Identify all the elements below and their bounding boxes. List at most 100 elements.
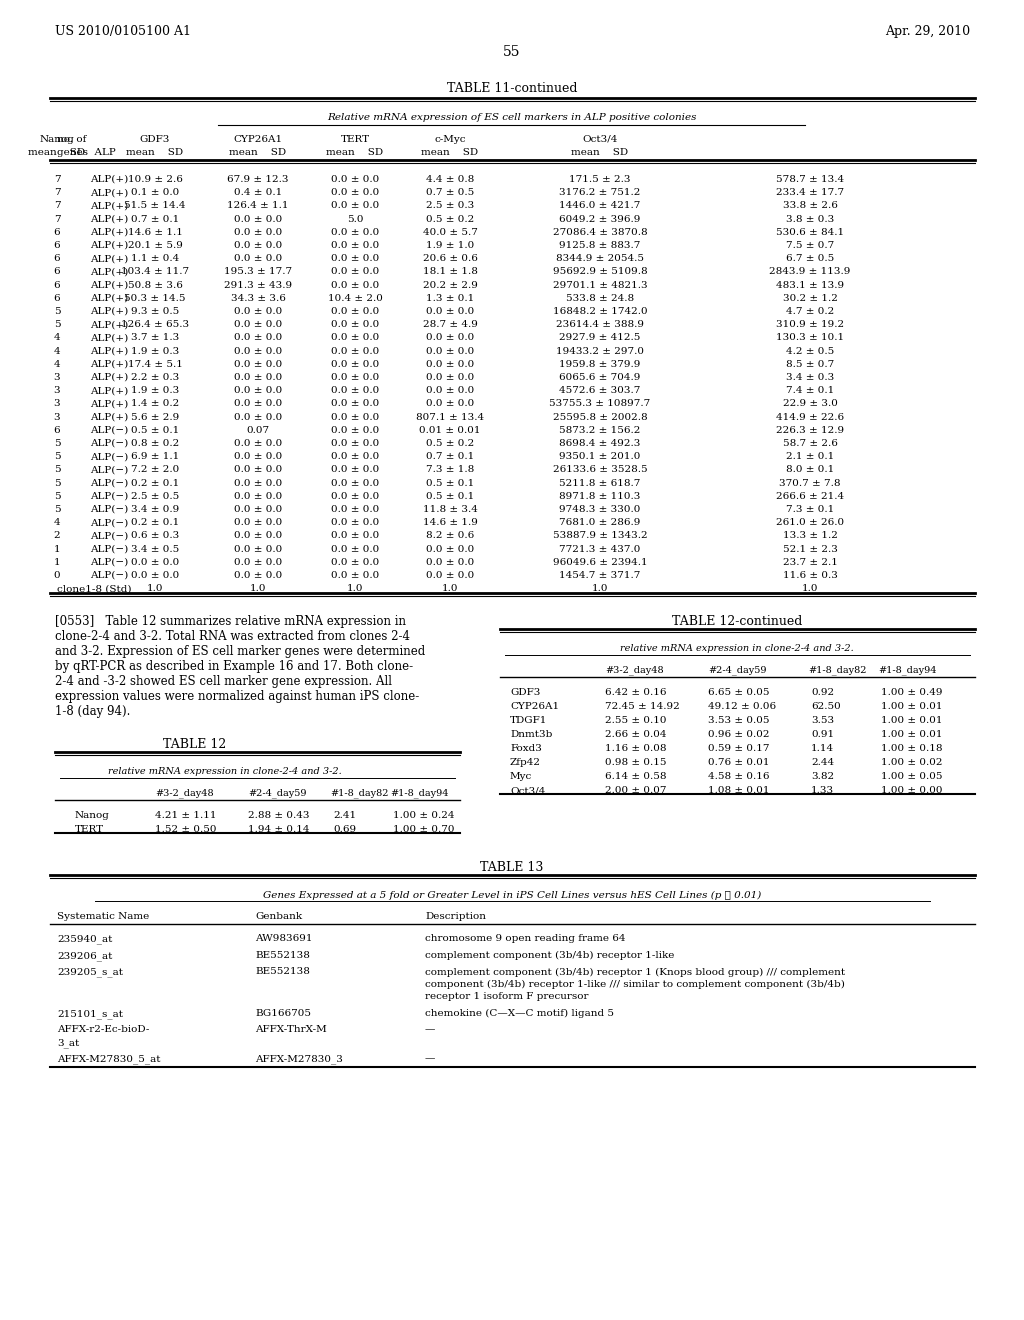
Text: 51.5 ± 14.4: 51.5 ± 14.4 [124, 202, 185, 210]
Text: 0.0 ± 0.0: 0.0 ± 0.0 [331, 413, 379, 421]
Text: 3: 3 [53, 387, 60, 395]
Text: 1.00 ± 0.00: 1.00 ± 0.00 [881, 787, 942, 796]
Text: 13.3 ± 1.2: 13.3 ± 1.2 [782, 532, 838, 540]
Text: ALP(+): ALP(+) [90, 334, 128, 342]
Text: ALP(−): ALP(−) [90, 545, 128, 553]
Text: 0.0 ± 0.0: 0.0 ± 0.0 [331, 545, 379, 553]
Text: 1.52 ± 0.50: 1.52 ± 0.50 [155, 825, 216, 834]
Text: 414.9 ± 22.6: 414.9 ± 22.6 [776, 413, 844, 421]
Text: 0.0 ± 0.0: 0.0 ± 0.0 [331, 347, 379, 355]
Text: AFFX-ThrX-M: AFFX-ThrX-M [255, 1026, 327, 1035]
Text: 0.0 ± 0.0: 0.0 ± 0.0 [426, 572, 474, 579]
Text: ALP(−): ALP(−) [90, 479, 128, 487]
Text: 11.8 ± 3.4: 11.8 ± 3.4 [423, 506, 477, 513]
Text: 6: 6 [53, 281, 60, 289]
Text: 0.0 ± 0.0: 0.0 ± 0.0 [233, 347, 283, 355]
Text: 2.00 ± 0.07: 2.00 ± 0.07 [605, 787, 667, 796]
Text: 807.1 ± 13.4: 807.1 ± 13.4 [416, 413, 484, 421]
Text: 22.9 ± 3.0: 22.9 ± 3.0 [782, 400, 838, 408]
Text: 0.0 ± 0.0: 0.0 ± 0.0 [331, 268, 379, 276]
Text: 1.08 ± 0.01: 1.08 ± 0.01 [708, 787, 769, 796]
Text: ALP(+): ALP(+) [90, 268, 128, 276]
Text: 1.0: 1.0 [441, 585, 459, 593]
Text: Genes Expressed at a 5 fold or Greater Level in iPS Cell Lines versus hES Cell L: Genes Expressed at a 5 fold or Greater L… [263, 891, 761, 899]
Text: 1.00 ± 0.18: 1.00 ± 0.18 [881, 744, 942, 754]
Text: 96049.6 ± 2394.1: 96049.6 ± 2394.1 [553, 558, 647, 566]
Text: 7721.3 ± 437.0: 7721.3 ± 437.0 [559, 545, 641, 553]
Text: 25595.8 ± 2002.8: 25595.8 ± 2002.8 [553, 413, 647, 421]
Text: ALP(+): ALP(+) [90, 321, 128, 329]
Text: Myc: Myc [510, 772, 532, 781]
Text: 3.82: 3.82 [811, 772, 835, 781]
Text: 1.00 ± 0.01: 1.00 ± 0.01 [881, 730, 942, 739]
Text: 0.0 ± 0.0: 0.0 ± 0.0 [331, 440, 379, 447]
Text: AW983691: AW983691 [255, 935, 312, 944]
Text: TDGF1: TDGF1 [510, 717, 548, 726]
Text: ALP(+): ALP(+) [90, 400, 128, 408]
Text: ALP(+): ALP(+) [90, 189, 128, 197]
Text: 0.2 ± 0.1: 0.2 ± 0.1 [131, 479, 179, 487]
Text: 215101_s_at: 215101_s_at [57, 1008, 123, 1019]
Text: 4: 4 [53, 334, 60, 342]
Text: 62.50: 62.50 [811, 702, 841, 711]
Text: complement component (3b/4b) receptor 1 (Knops blood group) /// complement: complement component (3b/4b) receptor 1 … [425, 968, 845, 977]
Text: 7.2 ± 2.0: 7.2 ± 2.0 [131, 466, 179, 474]
Text: Nanog: Nanog [40, 135, 75, 144]
Text: 0.0 ± 0.0: 0.0 ± 0.0 [331, 387, 379, 395]
Text: BG166705: BG166705 [255, 1008, 311, 1018]
Text: 226.3 ± 12.9: 226.3 ± 12.9 [776, 426, 844, 434]
Text: chromosome 9 open reading frame 64: chromosome 9 open reading frame 64 [425, 935, 626, 944]
Text: mean    SD: mean SD [126, 148, 183, 157]
Text: 0.0 ± 0.0: 0.0 ± 0.0 [331, 400, 379, 408]
Text: 5: 5 [53, 440, 60, 447]
Text: 233.4 ± 17.7: 233.4 ± 17.7 [776, 189, 844, 197]
Text: 20.6 ± 0.6: 20.6 ± 0.6 [423, 255, 477, 263]
Text: 9748.3 ± 330.0: 9748.3 ± 330.0 [559, 506, 641, 513]
Text: 9125.8 ± 883.7: 9125.8 ± 883.7 [559, 242, 641, 249]
Text: 261.0 ± 26.0: 261.0 ± 26.0 [776, 519, 844, 527]
Text: receptor 1 isoform F precursor: receptor 1 isoform F precursor [425, 993, 589, 1002]
Text: 18.1 ± 1.8: 18.1 ± 1.8 [423, 268, 477, 276]
Text: 6.65 ± 0.05: 6.65 ± 0.05 [708, 689, 769, 697]
Text: 1.0: 1.0 [802, 585, 818, 593]
Text: ALP(−): ALP(−) [90, 440, 128, 447]
Text: 3.4 ± 0.5: 3.4 ± 0.5 [131, 545, 179, 553]
Text: 266.6 ± 21.4: 266.6 ± 21.4 [776, 492, 844, 500]
Text: 29701.1 ± 4821.3: 29701.1 ± 4821.3 [553, 281, 647, 289]
Text: ALP(+): ALP(+) [90, 281, 128, 289]
Text: Systematic Name: Systematic Name [57, 912, 150, 921]
Text: 50.3 ± 14.5: 50.3 ± 14.5 [124, 294, 185, 302]
Text: 2: 2 [53, 532, 60, 540]
Text: mean    SD: mean SD [571, 148, 629, 157]
Text: —: — [425, 1055, 435, 1064]
Text: #3-2_day48: #3-2_day48 [605, 665, 664, 675]
Text: 9350.1 ± 201.0: 9350.1 ± 201.0 [559, 453, 641, 461]
Text: 1: 1 [53, 545, 60, 553]
Text: ALP(+): ALP(+) [90, 202, 128, 210]
Text: 14.6 ± 1.9: 14.6 ± 1.9 [423, 519, 477, 527]
Text: 2.66 ± 0.04: 2.66 ± 0.04 [605, 730, 667, 739]
Text: 0.2 ± 0.1: 0.2 ± 0.1 [131, 519, 179, 527]
Text: 6065.6 ± 704.9: 6065.6 ± 704.9 [559, 374, 641, 381]
Text: ALP(+): ALP(+) [90, 374, 128, 381]
Text: no. of: no. of [57, 135, 86, 144]
Text: 1446.0 ± 421.7: 1446.0 ± 421.7 [559, 202, 641, 210]
Text: 3176.2 ± 751.2: 3176.2 ± 751.2 [559, 189, 641, 197]
Text: 483.1 ± 13.9: 483.1 ± 13.9 [776, 281, 844, 289]
Text: 2.5 ± 0.3: 2.5 ± 0.3 [426, 202, 474, 210]
Text: 0.0 ± 0.0: 0.0 ± 0.0 [233, 334, 283, 342]
Text: 126.4 ± 1.1: 126.4 ± 1.1 [227, 202, 289, 210]
Text: 5: 5 [53, 506, 60, 513]
Text: 5: 5 [53, 466, 60, 474]
Text: 0.0 ± 0.0: 0.0 ± 0.0 [331, 321, 379, 329]
Text: 3: 3 [53, 400, 60, 408]
Text: 1454.7 ± 371.7: 1454.7 ± 371.7 [559, 572, 641, 579]
Text: 7.3 ± 1.8: 7.3 ± 1.8 [426, 466, 474, 474]
Text: 1.0: 1.0 [250, 585, 266, 593]
Text: 5: 5 [53, 308, 60, 315]
Text: 0.92: 0.92 [811, 689, 835, 697]
Text: 0.0 ± 0.0: 0.0 ± 0.0 [233, 387, 283, 395]
Text: 171.5 ± 2.3: 171.5 ± 2.3 [569, 176, 631, 183]
Text: 130.3 ± 10.1: 130.3 ± 10.1 [776, 334, 844, 342]
Text: 4572.6 ± 303.7: 4572.6 ± 303.7 [559, 387, 641, 395]
